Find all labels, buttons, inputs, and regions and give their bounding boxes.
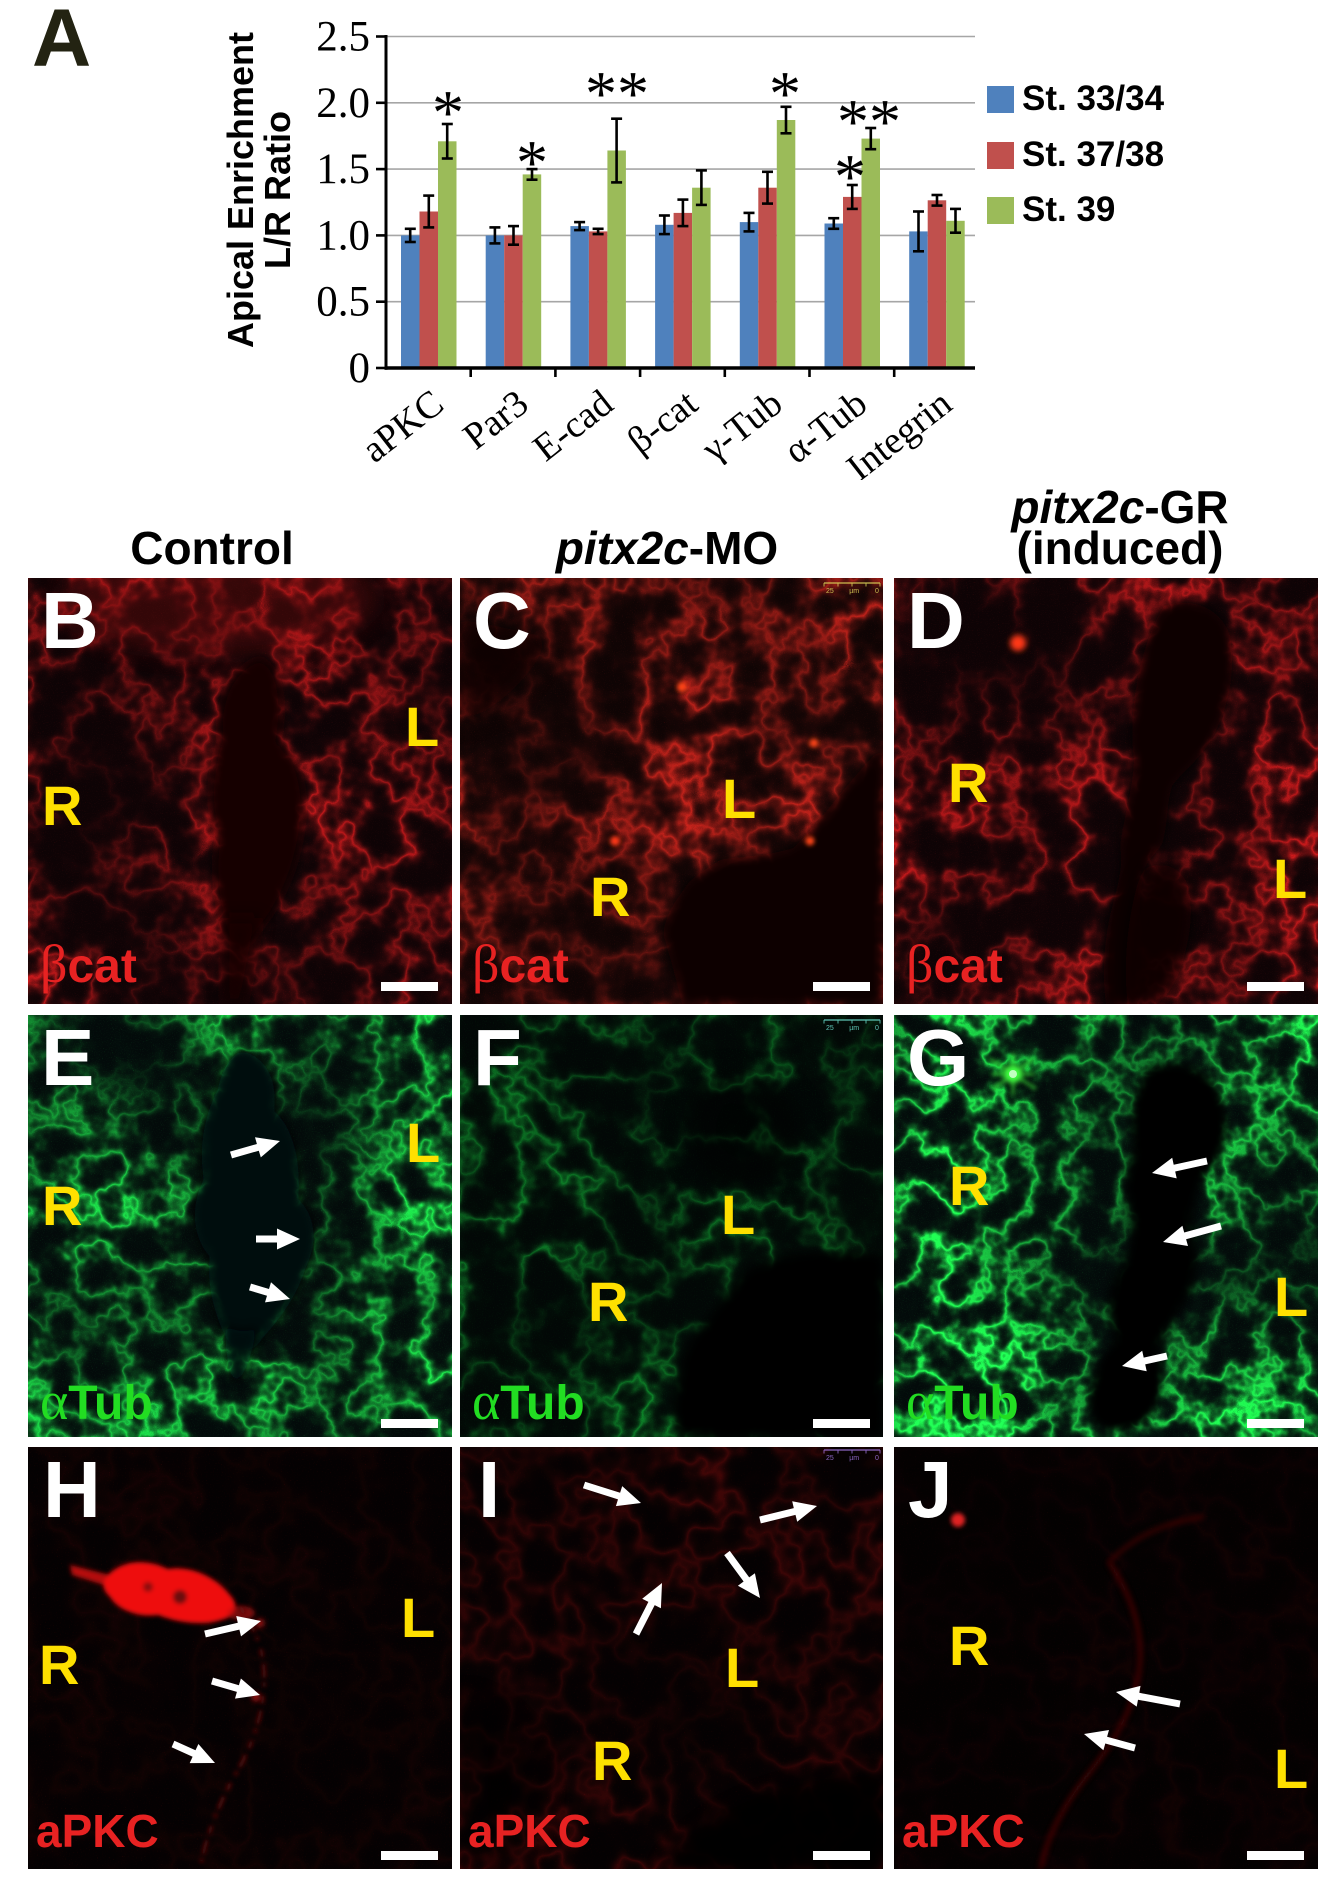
svg-text:25: 25 bbox=[826, 588, 834, 595]
svg-text:Apical Enrichment: Apical Enrichment bbox=[220, 32, 261, 348]
svg-text:L: L bbox=[725, 1636, 759, 1699]
svg-text:R: R bbox=[590, 865, 630, 928]
svg-text:R: R bbox=[42, 774, 82, 837]
svg-text:µm: µm bbox=[849, 1025, 859, 1032]
svg-text:β-cat: β-cat bbox=[620, 382, 706, 462]
svg-text:*: * bbox=[516, 127, 548, 198]
svg-text:**: ** bbox=[585, 58, 649, 129]
svg-text:*: * bbox=[834, 141, 866, 212]
svg-text:I: I bbox=[478, 1447, 500, 1534]
svg-text:25: 25 bbox=[826, 1025, 834, 1032]
svg-text:R: R bbox=[949, 1154, 989, 1217]
svg-text:2.0: 2.0 bbox=[316, 80, 370, 127]
svg-text:H: H bbox=[43, 1447, 101, 1534]
svg-text:aPKC: aPKC bbox=[468, 1805, 591, 1857]
svg-text:R: R bbox=[948, 751, 988, 814]
svg-text:L/R Ratio: L/R Ratio bbox=[257, 111, 298, 269]
svg-text:**: ** bbox=[837, 86, 901, 157]
svg-text:µm: µm bbox=[849, 588, 859, 595]
svg-text:L: L bbox=[405, 695, 439, 758]
svg-text:0: 0 bbox=[875, 588, 879, 595]
svg-text:L: L bbox=[1274, 1265, 1308, 1328]
svg-text:St. 37/38: St. 37/38 bbox=[1022, 135, 1164, 174]
svg-text:D: D bbox=[907, 578, 965, 665]
svg-text:R: R bbox=[39, 1633, 79, 1696]
svg-text:St. 33/34: St. 33/34 bbox=[1022, 79, 1165, 118]
svg-text:R: R bbox=[588, 1270, 628, 1333]
svg-text:µm: µm bbox=[849, 1455, 859, 1462]
svg-text:E: E bbox=[41, 1015, 94, 1102]
svg-text:C: C bbox=[473, 578, 531, 665]
svg-text:Par3: Par3 bbox=[455, 382, 536, 458]
svg-text:E-cad: E-cad bbox=[525, 382, 621, 470]
svg-text:R: R bbox=[949, 1614, 989, 1677]
svg-text:2.5: 2.5 bbox=[316, 14, 370, 61]
svg-text:0: 0 bbox=[349, 345, 371, 392]
svg-text:γ-Tub: γ-Tub bbox=[693, 382, 790, 471]
svg-text:0: 0 bbox=[875, 1025, 879, 1032]
svg-text:αTub: αTub bbox=[906, 1371, 1019, 1431]
svg-text:G: G bbox=[907, 1015, 969, 1102]
svg-text:R: R bbox=[592, 1729, 632, 1792]
svg-text:*: * bbox=[432, 77, 464, 148]
svg-text:J: J bbox=[908, 1447, 953, 1534]
svg-text:L: L bbox=[401, 1586, 435, 1649]
svg-text:L: L bbox=[1273, 847, 1307, 910]
svg-text:F: F bbox=[473, 1015, 522, 1102]
svg-text:St. 39: St. 39 bbox=[1022, 190, 1115, 229]
svg-text:0.5: 0.5 bbox=[316, 279, 370, 326]
svg-text:L: L bbox=[722, 767, 756, 830]
svg-text:βcat: βcat bbox=[472, 934, 569, 994]
svg-text:R: R bbox=[42, 1174, 82, 1237]
svg-text:aPKC: aPKC bbox=[354, 382, 451, 471]
svg-text:αTub: αTub bbox=[40, 1371, 153, 1431]
svg-text:aPKC: aPKC bbox=[902, 1805, 1025, 1857]
svg-text:aPKC: aPKC bbox=[36, 1805, 159, 1857]
svg-text:B: B bbox=[41, 578, 99, 665]
svg-text:βcat: βcat bbox=[906, 934, 1003, 994]
svg-text:0: 0 bbox=[875, 1455, 879, 1462]
svg-text:1.0: 1.0 bbox=[316, 212, 370, 259]
svg-text:αTub: αTub bbox=[472, 1371, 585, 1431]
svg-text:*: * bbox=[769, 58, 801, 129]
svg-text:L: L bbox=[406, 1111, 440, 1174]
svg-text:1.5: 1.5 bbox=[316, 146, 370, 193]
svg-text:L: L bbox=[721, 1183, 755, 1246]
svg-text:25: 25 bbox=[826, 1455, 834, 1462]
svg-text:βcat: βcat bbox=[40, 934, 137, 994]
svg-text:L: L bbox=[1274, 1737, 1308, 1800]
